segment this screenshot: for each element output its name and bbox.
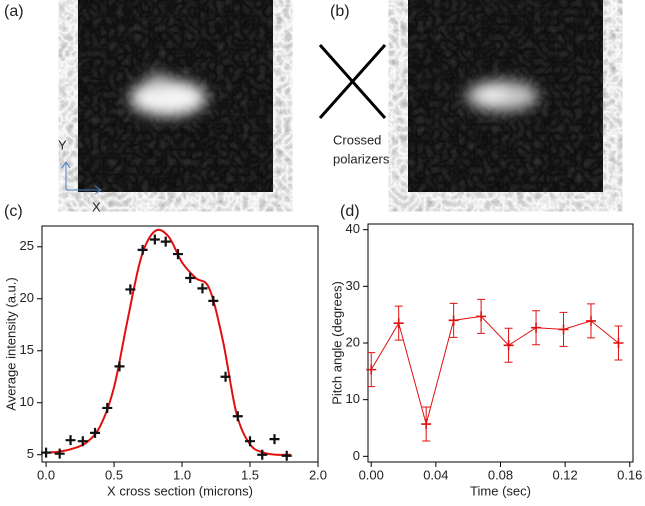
data-point bbox=[149, 234, 160, 245]
data-point bbox=[476, 311, 487, 322]
data-point bbox=[172, 249, 183, 260]
arrow-head bbox=[61, 161, 71, 169]
x-axis-label: X cross section (microns) bbox=[107, 483, 253, 498]
y-tick-label: 5 bbox=[27, 446, 34, 461]
y-axis-label: Pitch angle (degrees) bbox=[329, 281, 344, 405]
x-tick-label: 0.08 bbox=[488, 467, 513, 482]
arrow-label: X bbox=[92, 199, 101, 214]
data-point bbox=[421, 419, 432, 430]
y-tick-label: 40 bbox=[346, 221, 360, 236]
data-point bbox=[137, 244, 148, 255]
blob-a bbox=[130, 72, 206, 116]
data-line bbox=[370, 315, 619, 426]
data-point bbox=[257, 449, 268, 460]
data-point bbox=[585, 315, 596, 326]
data-point bbox=[613, 338, 624, 348]
x-tick-label: 0.12 bbox=[552, 467, 577, 482]
fit-curve bbox=[46, 228, 291, 456]
x-tick-label: 0.16 bbox=[617, 467, 642, 482]
data-point bbox=[114, 361, 125, 372]
data-point bbox=[54, 448, 65, 459]
data-point bbox=[220, 371, 231, 382]
data-point bbox=[90, 427, 101, 438]
polarizer-label: polarizers bbox=[333, 151, 390, 166]
data-point bbox=[393, 318, 404, 329]
data-point bbox=[245, 436, 256, 447]
panel-label: (b) bbox=[330, 3, 350, 20]
data-point bbox=[65, 435, 76, 446]
x-axis-label: Time (sec) bbox=[470, 483, 531, 498]
x-tick-label: 0.5 bbox=[105, 467, 123, 482]
arrow-head bbox=[94, 185, 102, 195]
data-point bbox=[102, 402, 113, 413]
data-point bbox=[531, 322, 542, 333]
x-tick-label: 0.0 bbox=[37, 467, 55, 482]
y-tick-label: 20 bbox=[20, 290, 34, 305]
y-axis-label: Average intensity (a.u.) bbox=[3, 277, 18, 410]
data-point bbox=[448, 315, 459, 326]
y-tick-label: 10 bbox=[346, 391, 360, 406]
data-point bbox=[77, 436, 88, 447]
y-tick-label: 0 bbox=[353, 448, 360, 463]
data-point bbox=[366, 364, 377, 375]
panel-label: (a) bbox=[4, 3, 24, 20]
x-tick-label: 2.0 bbox=[309, 467, 327, 482]
panel-label: (c) bbox=[4, 203, 23, 220]
plot-frame bbox=[41, 225, 319, 463]
y-tick-label: 20 bbox=[346, 334, 360, 349]
data-point bbox=[281, 450, 292, 461]
data-point bbox=[558, 324, 569, 335]
y-tick-label: 10 bbox=[20, 394, 34, 409]
y-tick-label: 30 bbox=[346, 278, 360, 293]
data-point bbox=[197, 283, 208, 294]
data-point bbox=[232, 411, 243, 422]
panel-label: (d) bbox=[340, 203, 360, 220]
x-tick-label: 1.0 bbox=[173, 467, 191, 482]
y-tick-label: 25 bbox=[20, 238, 34, 253]
polarizer-line bbox=[318, 44, 387, 119]
blob-b bbox=[466, 81, 538, 111]
data-point bbox=[269, 434, 280, 445]
polarizer-label: Crossed bbox=[333, 132, 381, 147]
x-tick-label: 0.04 bbox=[423, 467, 448, 482]
x-tick-label: 1.5 bbox=[241, 467, 259, 482]
data-point bbox=[125, 284, 136, 295]
data-point bbox=[208, 295, 219, 306]
data-point bbox=[41, 447, 52, 458]
data-point bbox=[185, 272, 196, 283]
data-point bbox=[160, 236, 171, 247]
data-point bbox=[503, 340, 514, 351]
y-tick-label: 15 bbox=[20, 342, 34, 357]
x-tick-label: 0.00 bbox=[359, 467, 384, 482]
arrow-label: Y bbox=[58, 137, 67, 152]
plot-frame bbox=[367, 223, 634, 463]
